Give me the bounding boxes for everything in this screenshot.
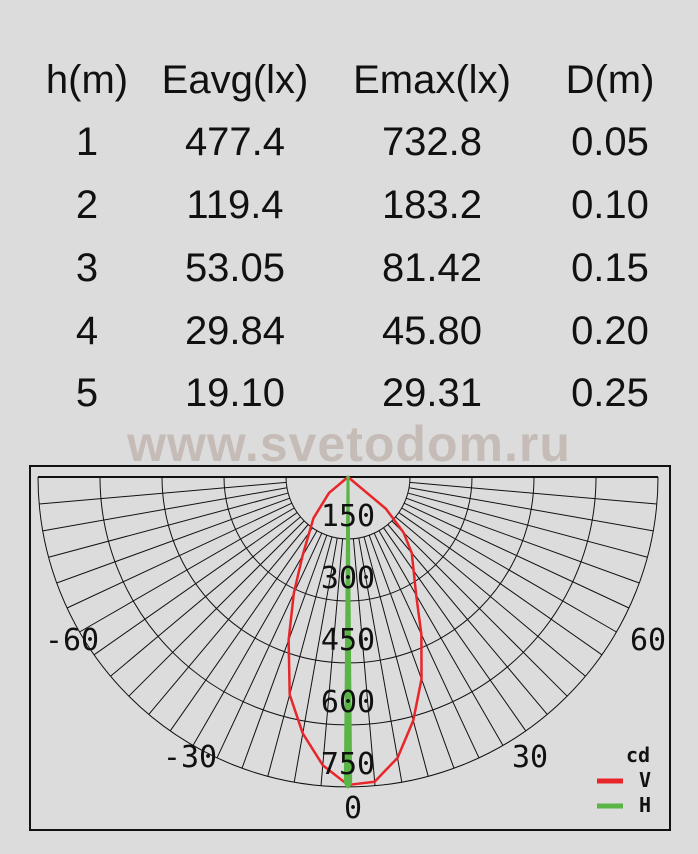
radial-tick-label: 450: [321, 623, 375, 658]
legend-label: V: [639, 768, 651, 792]
legend-label: H: [639, 793, 651, 817]
polar-chart-frame: [29, 465, 671, 831]
table-cell: 2: [75, 183, 99, 227]
column-header: Emax(lx): [353, 58, 511, 102]
series-h-curve: [343, 475, 353, 789]
angle-tick-label: 30: [512, 740, 548, 775]
table-cell: 0.15: [571, 246, 649, 290]
table-cell: 732.8: [381, 120, 483, 164]
radial-tick-label: 600: [321, 685, 375, 720]
angle-tick-label: 0: [344, 791, 362, 826]
table-cell: 0.10: [571, 183, 649, 227]
angle-tick-label: -60: [45, 623, 99, 658]
table-cell: 183.2: [381, 183, 483, 227]
angle-tick-label: -30: [163, 740, 217, 775]
column-header: Eavg(lx): [161, 58, 309, 102]
table-cell: 5: [75, 371, 99, 415]
table-cell: 0.05: [571, 120, 649, 164]
table-cell: 477.4: [184, 120, 286, 164]
watermark: www.svetodom.ru: [127, 416, 571, 472]
table-cell: 29.84: [184, 309, 286, 353]
column-header: D(m): [565, 58, 655, 102]
table-cell: 53.05: [184, 246, 286, 290]
series-v-curve: [287, 475, 423, 787]
radial-tick-label: 300: [321, 561, 375, 596]
radial-tick-label: 750: [321, 747, 375, 782]
table-cell: 1: [75, 120, 99, 164]
table-cell: 4: [75, 309, 99, 353]
angle-tick-label: 60: [630, 623, 666, 658]
table-cell: 0.20: [571, 309, 649, 353]
table-cell: 45.80: [381, 309, 483, 353]
table-cell: 119.4: [186, 183, 284, 227]
table-cell: 19.10: [184, 371, 286, 415]
column-header: h(m): [45, 58, 129, 102]
table-cell: 3: [75, 246, 99, 290]
unit-label: cd: [626, 743, 650, 767]
table-cell: 29.31: [381, 371, 483, 415]
table-cell: 81.42: [381, 246, 483, 290]
table-cell: 0.25: [571, 371, 649, 415]
radial-tick-label: 150: [321, 499, 375, 534]
